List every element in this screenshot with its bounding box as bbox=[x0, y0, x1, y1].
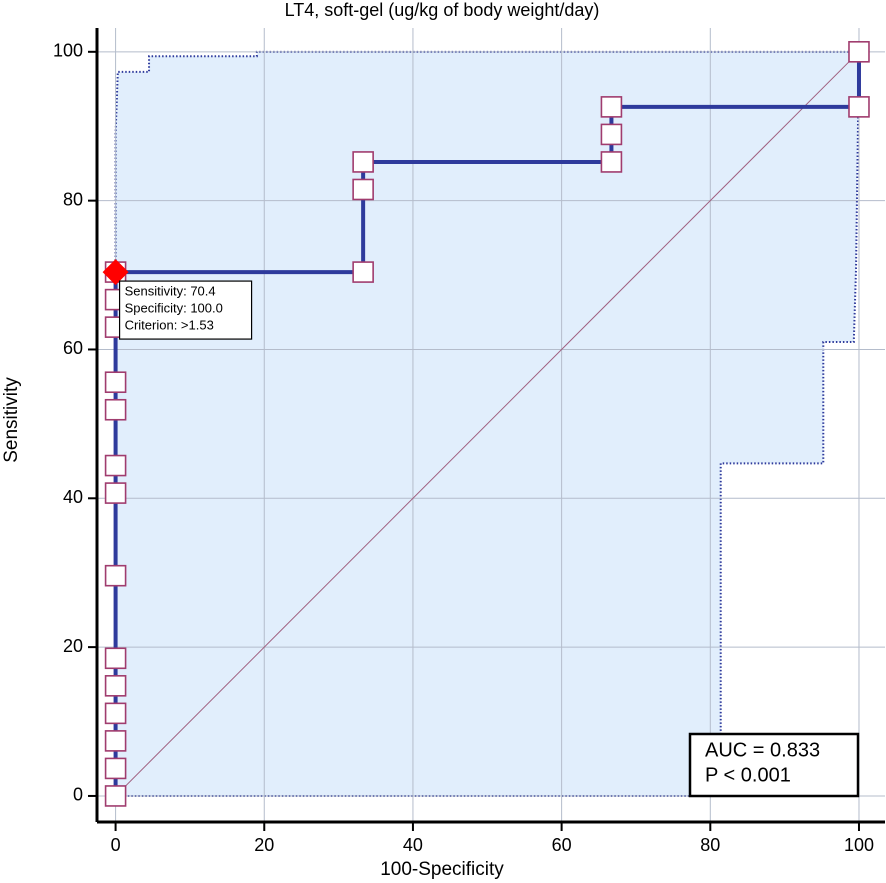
roc-line bbox=[113, 51, 861, 796]
roc-point bbox=[848, 96, 870, 118]
roc-point bbox=[352, 261, 374, 283]
roc-point bbox=[600, 123, 623, 146]
roc-point bbox=[848, 41, 870, 63]
x-tick-label: 60 bbox=[552, 835, 572, 855]
roc-point bbox=[104, 398, 127, 421]
stats-text: AUC = 0.833 bbox=[705, 739, 820, 761]
stats-box bbox=[688, 732, 860, 798]
roc-point bbox=[104, 785, 127, 807]
criterion-point bbox=[102, 259, 129, 286]
roc-point bbox=[104, 730, 127, 752]
y-tick-label: 80 bbox=[63, 189, 83, 209]
y-tick-label: 100 bbox=[53, 41, 83, 61]
roc-point bbox=[104, 371, 127, 394]
roc-point bbox=[104, 647, 127, 670]
x-axis-title: 100-Specificity bbox=[380, 859, 504, 880]
x-tick-label: 100 bbox=[844, 835, 874, 855]
roc-point bbox=[104, 482, 127, 504]
roc-point bbox=[104, 757, 127, 780]
x-tick-label: 20 bbox=[254, 835, 274, 855]
y-tick-label: 0 bbox=[73, 785, 83, 805]
annotation-text: Criterion: >1.53 bbox=[125, 318, 214, 333]
roc-point bbox=[600, 96, 623, 118]
annotation-text: Specificity: 100.0 bbox=[125, 301, 223, 316]
x-tick-label: 80 bbox=[700, 835, 720, 855]
roc-point bbox=[352, 178, 374, 201]
y-tick-label: 20 bbox=[63, 636, 83, 656]
stats-text: P < 0.001 bbox=[705, 764, 791, 786]
y-tick-label: 40 bbox=[63, 487, 83, 507]
x-tick-label: 40 bbox=[403, 835, 423, 855]
roc-point bbox=[104, 675, 127, 697]
reference-line bbox=[115, 51, 860, 797]
chart-title: LT4, soft-gel (ug/kg of body weight/day) bbox=[285, 0, 600, 20]
annotation-box bbox=[118, 280, 253, 340]
roc-point bbox=[104, 454, 127, 477]
roc-point bbox=[104, 702, 127, 725]
roc-point bbox=[352, 151, 374, 173]
roc-point bbox=[104, 564, 127, 587]
annotation-text: Sensitivity: 70.4 bbox=[125, 284, 216, 299]
y-axis-title: Sensitivity bbox=[1, 377, 22, 463]
roc-point bbox=[600, 151, 623, 173]
x-tick-label: 0 bbox=[111, 835, 121, 855]
y-tick-label: 60 bbox=[63, 338, 83, 358]
